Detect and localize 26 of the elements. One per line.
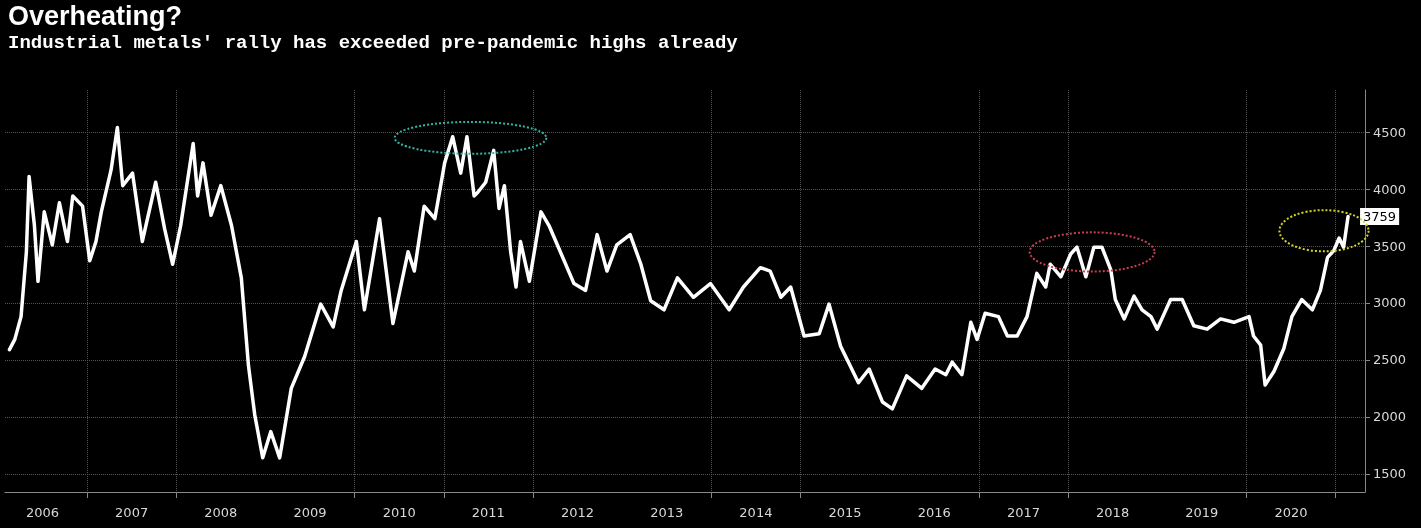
y-tick-label: 4500 bbox=[1373, 124, 1407, 140]
x-tick-label: 2012 bbox=[560, 505, 595, 520]
x-tick-label: 2013 bbox=[650, 505, 684, 520]
x-tick-label: 2018 bbox=[1096, 505, 1130, 520]
x-tick-label: 2014 bbox=[739, 505, 773, 520]
x-tick-label: 2016 bbox=[917, 505, 951, 520]
chart-title: Overheating? bbox=[8, 0, 184, 32]
x-tick-label: 2007 bbox=[115, 505, 149, 520]
x-tick-label: 2009 bbox=[293, 505, 327, 520]
y-tick-label: 2000 bbox=[1373, 409, 1407, 425]
x-tick-label: 2010 bbox=[382, 505, 416, 520]
y-tick-label: 3500 bbox=[1373, 238, 1407, 254]
x-tick-label: 2011 bbox=[471, 505, 505, 520]
x-tick-label: 2019 bbox=[1185, 505, 1219, 520]
x-tick-label: 2020 bbox=[1274, 505, 1308, 520]
line-series bbox=[7, 125, 1350, 460]
y-tick-label: 3000 bbox=[1373, 295, 1407, 311]
x-tick-label: 2008 bbox=[204, 505, 238, 520]
data-label: 3759 bbox=[1363, 209, 1397, 225]
x-tick-label: 2006 bbox=[25, 505, 59, 520]
y-tick-label: 4000 bbox=[1373, 181, 1407, 197]
chart-subtitle: Industrial metals' rally has exceeded pre-pandemic highs already bbox=[8, 32, 738, 54]
x-tick-label: 2015 bbox=[828, 505, 862, 520]
y-tick-label: 1500 bbox=[1373, 466, 1407, 482]
y-tick-label: 2500 bbox=[1373, 352, 1407, 368]
x-tick-label: 2017 bbox=[1006, 505, 1040, 520]
